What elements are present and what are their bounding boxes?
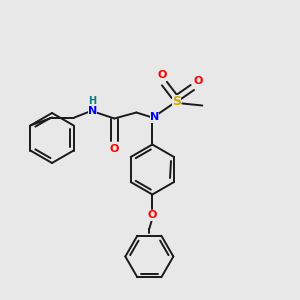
Text: N: N <box>150 112 159 122</box>
Text: O: O <box>158 70 167 80</box>
Text: O: O <box>110 143 119 154</box>
Text: N: N <box>88 106 97 116</box>
Text: O: O <box>194 76 203 86</box>
Text: H: H <box>88 97 96 106</box>
Text: S: S <box>172 95 181 108</box>
Text: O: O <box>148 211 157 220</box>
